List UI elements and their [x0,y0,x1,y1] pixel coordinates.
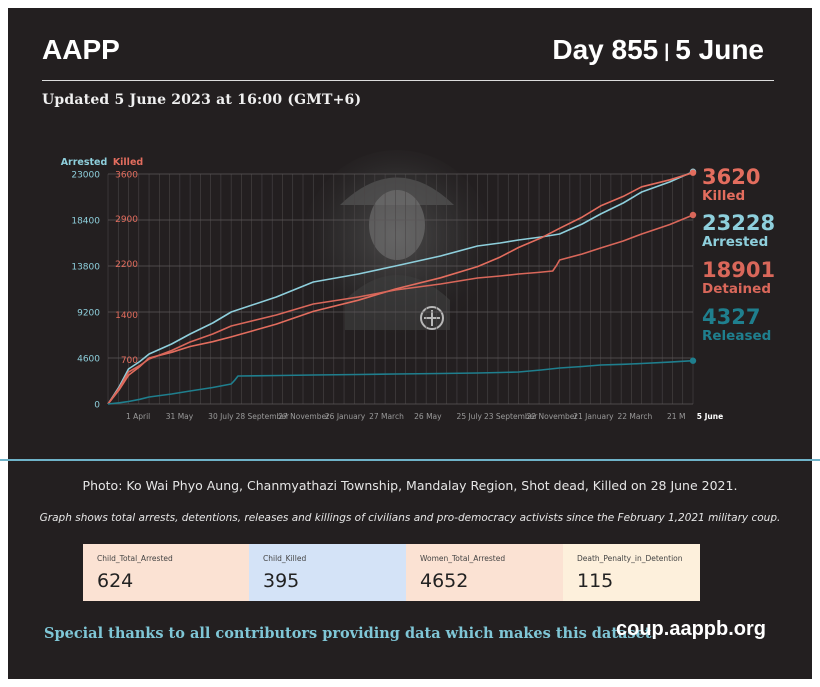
stat-card-value: 395 [263,570,300,592]
org-title: AAPP [42,34,120,65]
y-tick-arrested: 0 [94,401,100,411]
x-tick-label: 22 March [617,412,652,421]
series-line-released [107,359,694,405]
stat-card-title: Women_Total_Arrested [420,554,506,563]
series-line-killed [107,171,694,405]
y-tick-killed: 3600 [115,171,138,181]
x-tick-label: 25 July [457,412,483,421]
stat-card-value: 624 [97,570,134,592]
axis-title-killed: Killed [113,157,143,168]
day-counter: Day 855 | 5 June [552,34,764,66]
x-tick-label: 1 April [126,412,150,421]
photo-caption: Photo: Ko Wai Phyo Aung, Chanmyathazi To… [82,478,738,493]
x-tick-label: 26 January [325,412,366,421]
end-label-name: Detained [702,281,771,297]
y-tick-killed: 700 [121,356,138,366]
end-label-name: Arrested [702,234,768,250]
x-tick-label: 23 September [484,412,538,421]
source-url: coup.aappb.org [616,618,766,640]
stat-card-value: 115 [577,570,614,592]
day-date: 5 June [675,34,764,65]
end-label-value: 23228 [702,211,775,235]
stat-card-title: Child_Total_Arrested [97,554,173,563]
axis-title-arrested: Arrested [61,157,108,168]
y-tick-killed: 2900 [115,215,138,225]
x-tick-label: 27 November [278,412,330,421]
end-label-value: 18901 [702,258,775,282]
thanks-note: Special thanks to all contributors provi… [44,625,657,642]
series-end-marker-released [689,357,697,364]
end-label-name: Killed [702,188,745,204]
stat-card-value: 4652 [420,570,469,592]
y-tick-arrested: 4600 [77,355,100,365]
emblem-icon [420,306,444,330]
graph-note: Graph shows total arrests, detentions, r… [39,512,781,524]
x-tick-label: 26 May [414,412,442,421]
x-tick-label: 30 July [208,412,234,421]
updated-timestamp: Updated 5 June 2023 at 16:00 (GMT+6) [42,92,362,108]
x-tick-label: 21 M [667,412,685,421]
series-end-marker-detained [689,211,697,219]
y-tick-arrested: 23000 [71,171,100,181]
end-label-name: Released [702,328,771,344]
y-tick-killed: 1400 [115,311,138,321]
section-divider [0,459,820,461]
stat-card-women-arrested: Women_Total_Arrested 4652 [406,544,563,601]
stat-card-child-killed: Child_Killed 395 [249,544,406,601]
end-label-value: 4327 [702,305,760,329]
x-end-label: 5 June [697,412,723,421]
day-separator: | [664,41,670,62]
memorial-photo [302,150,492,340]
stat-card-title: Child_Killed [263,554,307,563]
y-axis-ticks: 23000 18400 13800 9200 4600 0 3600 2900 2200 1400… [71,171,138,411]
stat-card-child-arrested: Child_Total_Arrested 624 [83,544,249,601]
x-tick-label: 31 May [166,412,194,421]
y-tick-arrested: 9200 [77,309,100,319]
series-line-arrested [107,170,694,405]
y-tick-arrested: 18400 [71,217,100,227]
series-line-detained [107,214,694,405]
stat-card-title: Death_Penalty_in_Detention [577,554,683,563]
header-rule [42,80,774,81]
series-lines [107,168,697,405]
chart: Arrested Killed 23000 18400 13800 9200 4600 0… [61,150,775,421]
x-tick-label: 27 March [369,412,404,421]
y-tick-arrested: 13800 [71,263,100,273]
x-tick-label: 28 September [236,412,290,421]
x-tick-label: 22 November [527,412,579,421]
y-tick-killed: 2200 [115,260,138,270]
end-label-value: 3620 [702,165,760,189]
stat-cards: Child_Total_Arrested 624 Child_Killed 39… [83,544,700,601]
series-end-marker-killed [689,169,697,176]
day-number: Day 855 [552,34,659,65]
x-tick-label: 21 January [573,412,614,421]
stat-card-death-penalty: Death_Penalty_in_Detention 115 [563,544,700,601]
